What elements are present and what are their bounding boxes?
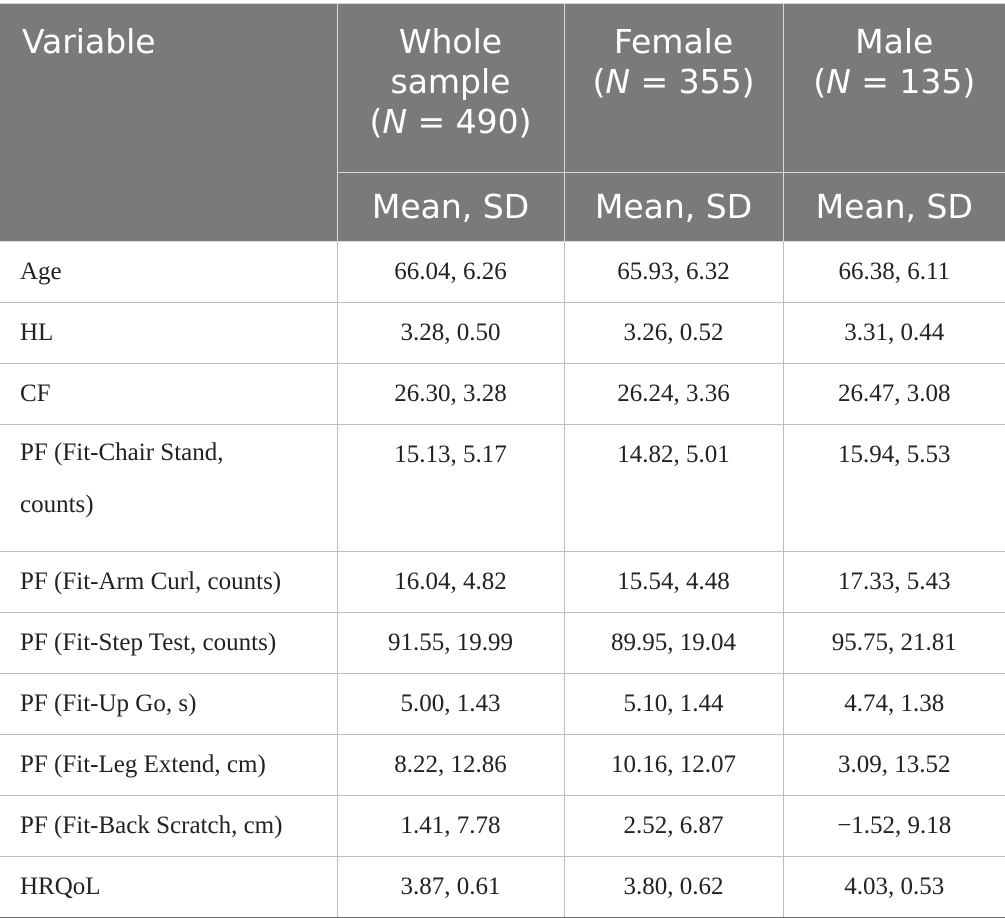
header-whole-line1: Whole <box>398 22 503 61</box>
table-row: PF (Fit-Leg Extend, cm) 8.22, 12.86 10.1… <box>0 734 1005 796</box>
row-female-value: 15.54, 4.48 <box>563 551 784 613</box>
row-variable-line2: counts) <box>20 491 94 518</box>
row-whole-value: 91.55, 19.99 <box>336 612 565 674</box>
row-variable: PF (Fit-Back Scratch, cm) <box>0 795 338 857</box>
row-whole-value: 3.28, 0.50 <box>336 302 565 364</box>
row-whole-value: 3.87, 0.61 <box>336 856 565 918</box>
header-whole-n-prefix: ( <box>369 102 383 141</box>
header-female-n-label: N <box>605 62 631 101</box>
row-female-value: 26.24, 3.36 <box>563 363 784 425</box>
table-row: PF (Fit-Step Test, counts) 91.55, 19.99 … <box>0 612 1005 674</box>
header-row-groups: Variable Whole sample (N = 490) Female (… <box>0 3 1005 242</box>
row-variable: HL <box>0 302 338 364</box>
row-whole-value: 5.00, 1.43 <box>336 673 565 735</box>
row-variable: PF (Fit-Up Go, s) <box>0 673 338 735</box>
header-whole-sample: Whole sample (N = 490) <box>336 3 565 173</box>
header-female-n-suffix: = 355) <box>630 62 755 101</box>
row-variable: HRQoL <box>0 856 338 918</box>
header-female-line1: Female <box>613 22 734 61</box>
row-whole-value: 66.04, 6.26 <box>336 241 565 303</box>
header-whole-line2: sample <box>390 62 511 101</box>
row-female-value: 14.82, 5.01 <box>563 424 784 552</box>
row-whole-value: 1.41, 7.78 <box>336 795 565 857</box>
header-male: Male (N = 135) <box>782 3 1005 173</box>
table-row: PF (Fit-Chair Stand, counts) 15.13, 5.17… <box>0 424 1005 552</box>
header-female-n-prefix: ( <box>592 62 606 101</box>
row-female-value: 10.16, 12.07 <box>563 734 784 796</box>
subheader-whole: Mean, SD <box>337 172 565 242</box>
row-whole-value: 8.22, 12.86 <box>336 734 565 796</box>
row-variable: PF (Fit-Step Test, counts) <box>0 612 338 674</box>
table-row: PF (Fit-Arm Curl, counts) 16.04, 4.82 15… <box>0 551 1005 613</box>
row-male-value: 66.38, 6.11 <box>782 241 1005 303</box>
table-row: HRQoL 3.87, 0.61 3.80, 0.62 4.03, 0.53 <box>0 856 1005 918</box>
row-female-value: 89.95, 19.04 <box>563 612 784 674</box>
header-female: Female (N = 355) <box>563 3 784 173</box>
row-male-value: 26.47, 3.08 <box>782 363 1005 425</box>
subheader-male: Mean, SD <box>782 172 1005 242</box>
row-female-value: 3.80, 0.62 <box>563 856 784 918</box>
header-male-n-suffix: = 135) <box>850 62 976 101</box>
row-variable: PF (Fit-Arm Curl, counts) <box>0 551 338 613</box>
row-male-value: 3.31, 0.44 <box>782 302 1005 364</box>
header-row-stats: Mean, SD Mean, SD Mean, SD <box>0 172 1005 242</box>
row-female-value: 5.10, 1.44 <box>563 673 784 735</box>
table-body: Age 66.04, 6.26 65.93, 6.32 66.38, 6.11 … <box>0 241 1005 918</box>
table-row: HL 3.28, 0.50 3.26, 0.52 3.31, 0.44 <box>0 302 1005 364</box>
row-whole-value: 26.30, 3.28 <box>336 363 565 425</box>
table-row: PF (Fit-Back Scratch, cm) 1.41, 7.78 2.5… <box>0 795 1005 857</box>
header-male-line1: Male <box>855 22 934 61</box>
row-whole-value: 15.13, 5.17 <box>336 424 565 552</box>
row-male-value: 15.94, 5.53 <box>782 424 1005 552</box>
row-male-value: 4.74, 1.38 <box>782 673 1005 735</box>
row-male-value: 17.33, 5.43 <box>782 551 1005 613</box>
row-female-value: 2.52, 6.87 <box>563 795 784 857</box>
row-male-value: 4.03, 0.53 <box>782 856 1005 918</box>
table-row: Age 66.04, 6.26 65.93, 6.32 66.38, 6.11 <box>0 241 1005 303</box>
row-variable-line1: PF (Fit-Chair Stand, <box>20 439 224 466</box>
row-variable: PF (Fit-Chair Stand, counts) <box>0 424 338 552</box>
subheader-female: Mean, SD <box>563 172 784 242</box>
row-variable: CF <box>0 363 338 425</box>
row-male-value: 95.75, 21.81 <box>782 612 1005 674</box>
descriptive-statistics-table: Variable Whole sample (N = 490) Female (… <box>0 3 1005 918</box>
row-male-value: 3.09, 13.52 <box>782 734 1005 796</box>
row-female-value: 3.26, 0.52 <box>563 302 784 364</box>
header-variable-label: Variable <box>22 22 156 61</box>
row-whole-value: 16.04, 4.82 <box>336 551 565 613</box>
header-whole-n-label: N <box>382 102 408 141</box>
header-variable: Variable <box>0 3 338 242</box>
row-female-value: 65.93, 6.32 <box>563 241 784 303</box>
header-male-n-label: N <box>826 62 851 101</box>
row-variable: PF (Fit-Leg Extend, cm) <box>0 734 338 796</box>
header-male-n-prefix: ( <box>813 62 827 101</box>
header-whole-n-suffix: = 490) <box>407 102 532 141</box>
row-variable: Age <box>0 241 338 303</box>
table-row: CF 26.30, 3.28 26.24, 3.36 26.47, 3.08 <box>0 363 1005 425</box>
row-male-value: −1.52, 9.18 <box>782 795 1005 857</box>
table-header: Variable Whole sample (N = 490) Female (… <box>0 3 1005 242</box>
table-row: PF (Fit-Up Go, s) 5.00, 1.43 5.10, 1.44 … <box>0 673 1005 735</box>
